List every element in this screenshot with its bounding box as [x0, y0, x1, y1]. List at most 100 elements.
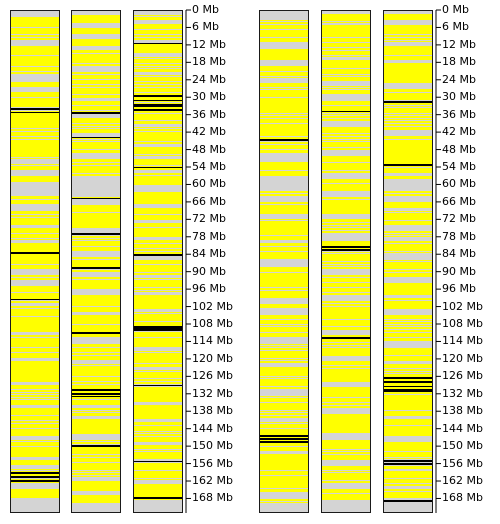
absent-region	[11, 158, 59, 165]
marker-line	[322, 336, 370, 339]
absent-region	[322, 57, 370, 61]
marker-line	[384, 376, 432, 379]
axis-tick-label: 96 Mb	[192, 282, 226, 296]
absent-region	[134, 184, 182, 191]
absent-line	[11, 86, 59, 88]
absent-line	[260, 115, 308, 117]
absent-line	[11, 138, 59, 140]
absent-region	[260, 338, 308, 345]
absent-line	[11, 394, 59, 396]
axis-tick-label: 24 Mb	[192, 72, 226, 86]
absent-line	[322, 305, 370, 307]
absent-region	[384, 207, 432, 211]
absent-region	[134, 346, 182, 350]
absent-line	[384, 232, 432, 234]
absent-line	[384, 331, 432, 333]
absent-line	[134, 248, 182, 250]
absent-line	[384, 115, 432, 117]
axis-tick-label: 84 Mb	[442, 247, 476, 261]
absent-line	[11, 128, 59, 130]
absent-region	[134, 54, 182, 58]
absent-line	[134, 279, 182, 281]
absent-line	[11, 308, 59, 310]
absent-line	[322, 404, 370, 406]
absent-line	[260, 76, 308, 78]
marker-line	[72, 267, 120, 269]
absent-region	[134, 11, 182, 14]
absent-line	[134, 430, 182, 432]
absent-line	[11, 414, 59, 416]
absent-region	[72, 477, 120, 481]
absent-region	[322, 407, 370, 414]
axis-tick-label: 168 Mb	[442, 491, 483, 505]
absent-line	[322, 365, 370, 367]
absent-region	[11, 280, 59, 287]
absent-line	[72, 383, 120, 385]
axis-tick-label: 120 Mb	[442, 351, 483, 365]
absent-line	[260, 412, 308, 414]
absent-line	[384, 394, 432, 396]
absent-region	[322, 294, 370, 301]
absent-line	[134, 102, 182, 104]
absent-line	[322, 292, 370, 294]
absent-line	[134, 112, 182, 114]
absent-line	[384, 253, 432, 255]
absent-line	[384, 269, 432, 271]
absent-line	[260, 250, 308, 252]
absent-line	[384, 235, 432, 237]
absent-region	[384, 11, 432, 14]
absent-line	[260, 357, 308, 359]
axis-tick-label: 90 Mb	[192, 264, 226, 278]
absent-line	[11, 347, 59, 349]
absent-region	[72, 491, 120, 495]
absent-region	[322, 173, 370, 179]
marker-line	[384, 164, 432, 166]
absent-line	[134, 13, 182, 15]
axis-tick-label: 138 Mb	[442, 404, 483, 418]
absent-line	[11, 214, 59, 216]
axis-tick-label: 108 Mb	[442, 317, 483, 330]
absent-line	[260, 89, 308, 91]
absent-region	[11, 11, 59, 17]
marker-line	[134, 460, 182, 463]
absent-line	[260, 422, 308, 424]
absent-line	[72, 86, 120, 88]
absent-line	[134, 289, 182, 291]
absent-line	[134, 313, 182, 315]
absent-region	[134, 19, 182, 25]
absent-region	[384, 254, 432, 261]
absent-region	[72, 416, 120, 420]
absent-line	[260, 141, 308, 143]
absent-line	[322, 261, 370, 263]
absent-region	[322, 500, 370, 512]
absent-line	[72, 83, 120, 85]
absent-line	[322, 37, 370, 39]
absent-region	[384, 42, 432, 46]
absent-line	[260, 112, 308, 114]
absent-line	[322, 169, 370, 171]
absent-region	[384, 178, 432, 191]
absent-line	[384, 138, 432, 140]
axis-tick-label: 0 Mb	[192, 3, 219, 16]
absent-line	[72, 269, 120, 271]
absent-region	[322, 355, 370, 362]
absent-line	[384, 39, 432, 41]
axis-tick-label: 72 Mb	[442, 212, 476, 226]
absent-region	[384, 60, 432, 64]
absent-line	[384, 373, 432, 375]
axis-tick-label: 30 Mb	[192, 90, 226, 104]
absent-line	[322, 162, 370, 164]
absent-line	[260, 149, 308, 151]
absent-line	[11, 420, 59, 422]
absent-line	[72, 441, 120, 443]
absent-region	[72, 361, 120, 365]
absent-line	[322, 86, 370, 88]
absent-line	[322, 287, 370, 289]
absent-line	[260, 500, 308, 502]
absent-line	[260, 235, 308, 237]
absent-line	[134, 287, 182, 289]
absent-line	[260, 86, 308, 88]
absent-region	[260, 11, 308, 20]
absent-line	[384, 477, 432, 479]
absent-region	[134, 123, 182, 127]
